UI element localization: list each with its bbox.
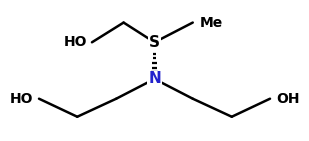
Text: HO: HO: [10, 92, 33, 106]
Text: OH: OH: [276, 92, 299, 106]
Text: HO: HO: [63, 35, 87, 49]
Text: S: S: [149, 35, 160, 50]
Text: Me: Me: [200, 16, 223, 30]
Text: N: N: [148, 71, 161, 86]
